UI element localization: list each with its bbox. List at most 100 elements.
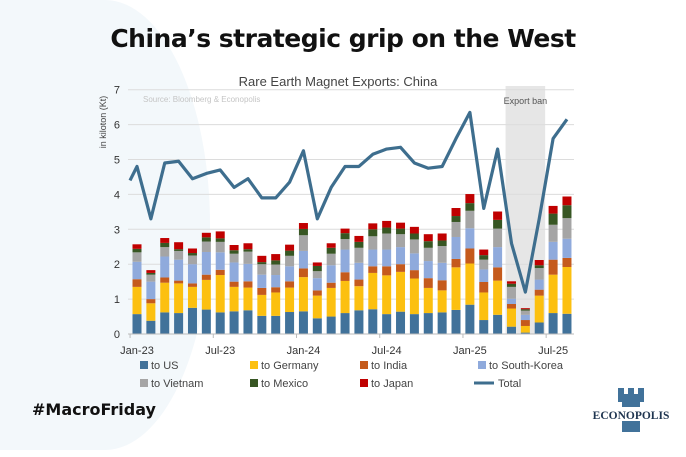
bar-to-japan	[271, 254, 281, 261]
bar-to-vietnam	[423, 247, 433, 262]
bar-to-south-korea	[146, 281, 156, 300]
bar-to-south-korea	[465, 228, 475, 249]
bar-to-india	[243, 281, 253, 288]
bar-to-vietnam	[298, 235, 308, 251]
bar-to-south-korea	[340, 249, 350, 273]
logo-text: ECONOPOLIS	[593, 410, 670, 422]
bar-to-vietnam	[368, 236, 378, 250]
bar-to-vietnam	[312, 271, 322, 279]
bar-to-south-korea	[506, 298, 516, 304]
bar-to-mexico	[312, 265, 322, 272]
bar-to-japan	[465, 194, 475, 204]
bar-to-vietnam	[562, 218, 572, 239]
bar-to-vietnam	[451, 221, 461, 237]
bar-to-us	[493, 314, 503, 334]
background-swoosh	[0, 0, 210, 450]
bar-to-germany	[382, 275, 392, 315]
bar-to-japan	[215, 231, 225, 239]
bar-to-mexico	[534, 265, 544, 269]
bar-to-us	[257, 315, 267, 334]
bar-to-south-korea	[396, 247, 406, 265]
bar-to-germany	[201, 279, 211, 310]
bar-to-us	[479, 320, 489, 334]
x-tick-label: Jan-23	[120, 345, 154, 357]
bar-to-south-korea	[437, 262, 447, 281]
bar-to-mexico	[368, 229, 378, 237]
bar-to-germany	[312, 295, 322, 319]
bar-to-germany	[562, 266, 572, 314]
bar-to-germany	[298, 277, 308, 312]
bar-to-japan	[132, 244, 142, 249]
bar-to-south-korea	[187, 264, 197, 284]
bar-to-mexico	[437, 240, 447, 247]
legend-swatch	[250, 361, 258, 369]
bar-to-mexico	[409, 233, 419, 240]
bar-to-us	[548, 313, 558, 334]
bar-to-south-korea	[451, 236, 461, 259]
bar-to-india	[146, 299, 156, 304]
x-tick-label: Jan-24	[287, 345, 321, 357]
bar-to-india	[409, 270, 419, 279]
bar-to-india	[465, 248, 475, 264]
bar-to-india	[382, 266, 392, 276]
bar-to-vietnam	[520, 310, 530, 315]
bar-to-india	[326, 282, 336, 288]
bar-to-south-korea	[520, 314, 530, 321]
bar-to-germany	[506, 308, 516, 327]
bar-to-japan	[396, 222, 406, 229]
chart-source: Source: Bloomberg & Econopolis	[143, 95, 260, 104]
bar-to-japan	[493, 211, 503, 220]
bar-to-india	[187, 283, 197, 287]
bar-to-us	[562, 313, 572, 334]
legend-swatch	[250, 379, 258, 387]
bar-to-germany	[271, 292, 281, 316]
x-tick-label: Jul-23	[205, 345, 235, 357]
bar-to-mexico	[423, 241, 433, 248]
bar-to-vietnam	[187, 255, 197, 265]
bar-to-vietnam	[479, 259, 489, 270]
bar-to-south-korea	[285, 266, 295, 282]
bar-to-south-korea	[215, 252, 225, 270]
bar-to-south-korea	[243, 263, 253, 282]
bar-to-japan	[382, 220, 392, 228]
bar-to-germany	[409, 278, 419, 315]
bar-to-vietnam	[146, 274, 156, 282]
bar-to-japan	[312, 262, 322, 266]
bar-to-us	[312, 318, 322, 334]
bar-to-vietnam	[229, 253, 239, 263]
bar-to-japan	[534, 260, 544, 266]
bar-to-south-korea	[479, 269, 489, 282]
bar-to-us	[451, 309, 461, 334]
bar-to-mexico	[354, 241, 364, 248]
bar-to-germany	[146, 303, 156, 321]
bar-to-us	[243, 310, 253, 334]
export-ban-label: Export ban	[504, 96, 548, 106]
slide-title: China’s strategic grip on the West	[110, 24, 576, 53]
bar-to-japan	[326, 243, 336, 248]
bar-to-south-korea	[201, 251, 211, 275]
bar-to-india	[437, 280, 447, 291]
bar-to-south-korea	[174, 259, 184, 281]
bar-to-mexico	[174, 249, 184, 251]
bar-to-vietnam	[271, 264, 281, 276]
bar-to-india	[451, 258, 461, 268]
bar-to-mexico	[548, 213, 558, 225]
hashtag: #MacroFriday	[32, 400, 156, 419]
bar-to-us	[215, 312, 225, 334]
bar-to-japan	[257, 255, 267, 263]
bar-to-us	[174, 313, 184, 334]
bar-to-mexico	[340, 233, 350, 240]
bar-to-japan	[451, 208, 461, 217]
x-tick-label: Jan-25	[453, 345, 487, 357]
bar-to-india	[520, 320, 530, 326]
bar-to-mexico	[326, 247, 336, 254]
bar-to-vietnam	[160, 247, 170, 257]
legend-swatch	[478, 361, 486, 369]
bar-to-germany	[534, 295, 544, 323]
bar-to-mexico	[243, 249, 253, 252]
bar-to-mexico	[451, 216, 461, 222]
bar-to-vietnam	[354, 247, 364, 263]
bar-to-germany	[548, 274, 558, 314]
bar-to-us	[354, 310, 364, 334]
